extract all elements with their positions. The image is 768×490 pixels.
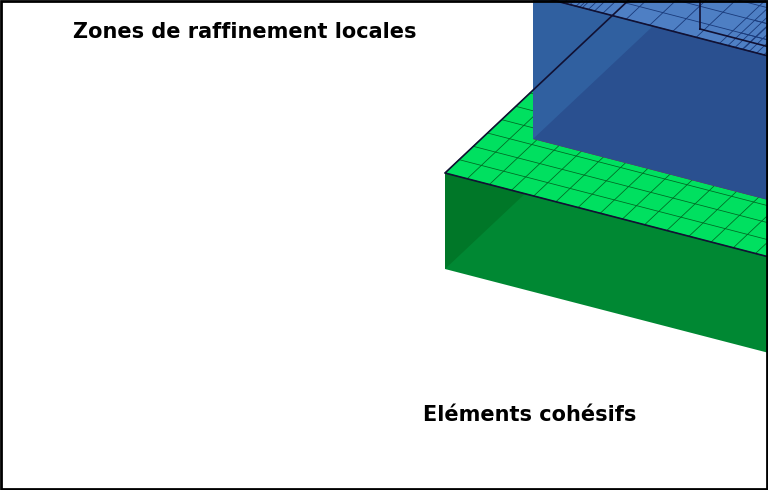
Text: Zones de raffinement locales: Zones de raffinement locales bbox=[73, 22, 417, 42]
Polygon shape bbox=[445, 173, 768, 430]
Polygon shape bbox=[700, 0, 768, 190]
Polygon shape bbox=[533, 0, 768, 272]
Polygon shape bbox=[445, 0, 700, 269]
Polygon shape bbox=[533, 0, 768, 272]
Polygon shape bbox=[720, 0, 768, 112]
Polygon shape bbox=[720, 0, 768, 96]
Polygon shape bbox=[533, 0, 768, 128]
Polygon shape bbox=[533, 0, 720, 139]
Text: Eléments cohésifs: Eléments cohésifs bbox=[423, 405, 637, 425]
Polygon shape bbox=[445, 0, 768, 334]
